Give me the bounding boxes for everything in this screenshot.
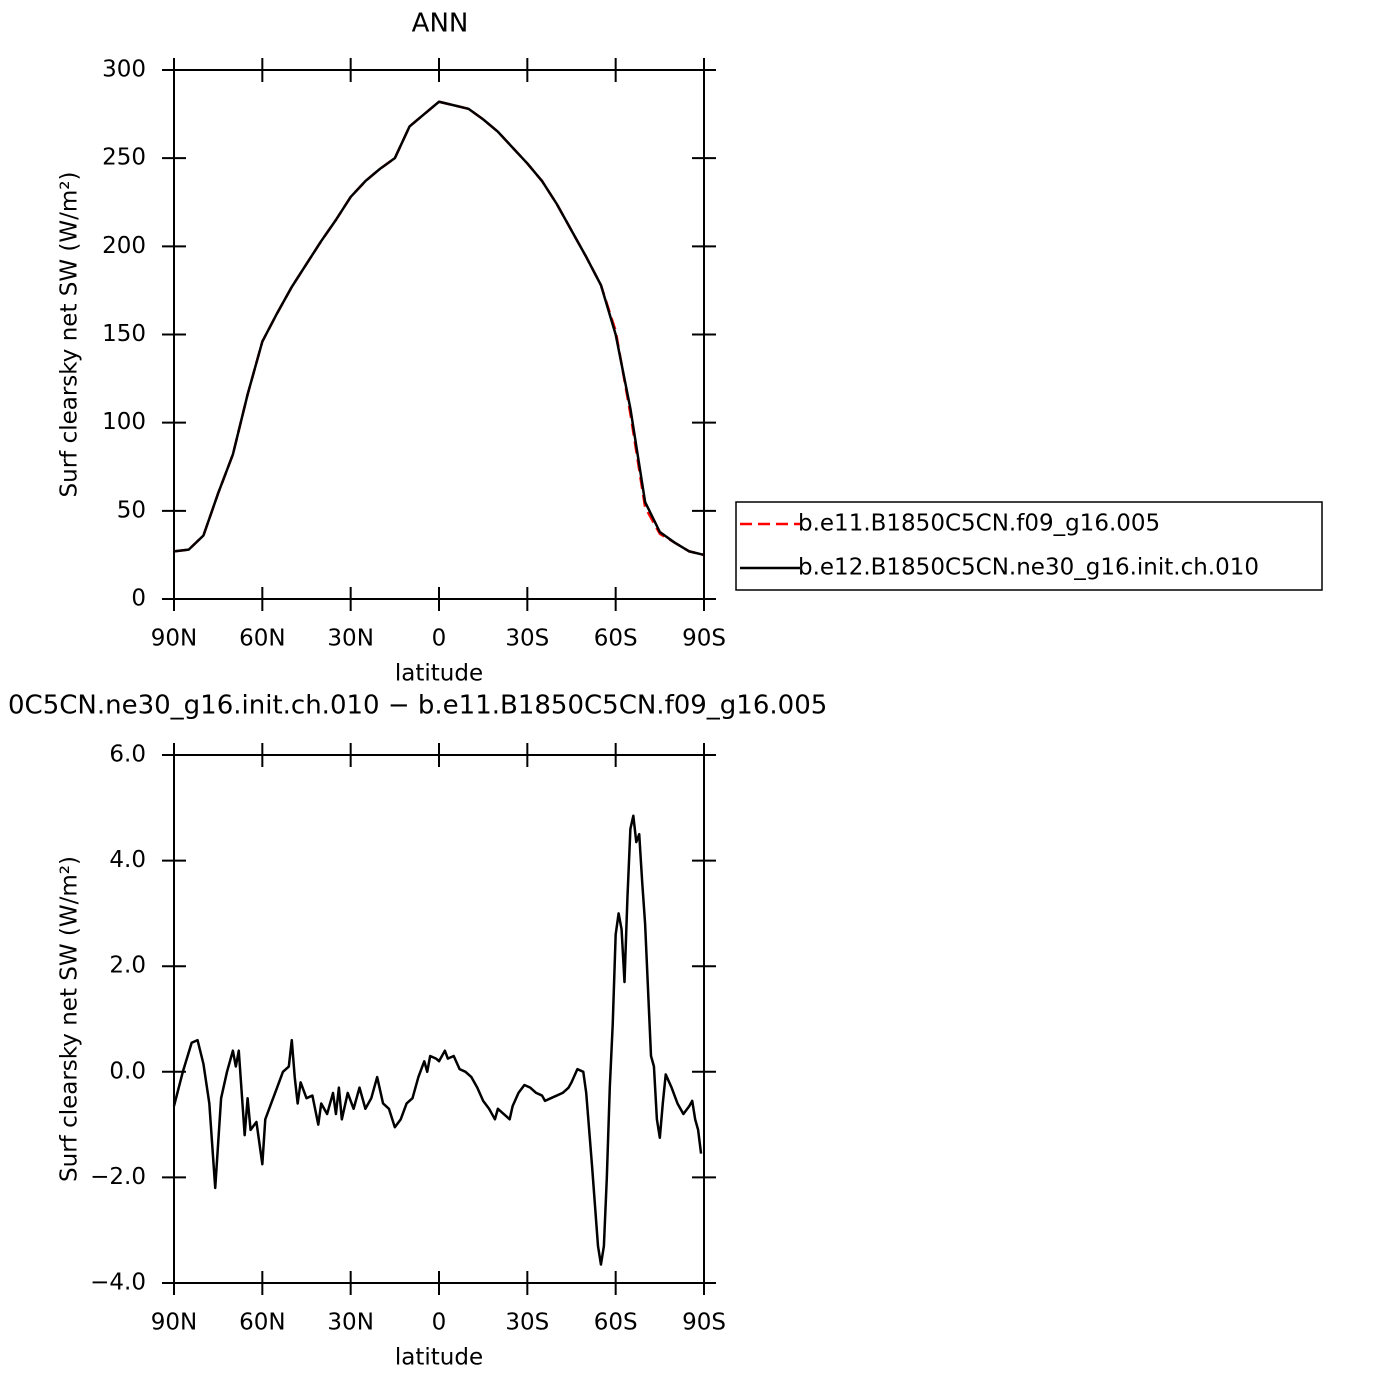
chart-title: ANN [412, 9, 469, 39]
y-tick-label: 0.0 [109, 1058, 146, 1084]
x-tick-label: 30N [327, 1310, 373, 1336]
y-tick-label: 0 [131, 586, 146, 612]
legend-label: b.e11.B1850C5CN.f09_g16.005 [798, 511, 1160, 537]
x-tick-label: 60N [239, 626, 285, 652]
y-tick-label: −2.0 [90, 1164, 146, 1190]
x-tick-label: 60S [594, 1310, 638, 1336]
y-tick-label: 4.0 [109, 847, 146, 873]
x-axis-label: latitude [395, 661, 483, 687]
y-axis-label: Surf clearsky net SW (W/m²) [57, 856, 83, 1182]
x-tick-label: 30S [505, 626, 549, 652]
x-tick-label: 60N [239, 1310, 285, 1336]
data-line [173, 100, 705, 557]
y-tick-label: 50 [117, 497, 146, 523]
y-tick-label: 250 [102, 145, 146, 171]
x-tick-label: 60S [594, 626, 638, 652]
data-line [173, 100, 705, 557]
x-tick-label: 90N [151, 626, 197, 652]
plot-frame [173, 69, 705, 600]
x-tick-label: 90N [151, 1310, 197, 1336]
plot-frame [173, 754, 705, 1284]
x-tick-label: 0 [432, 1310, 447, 1336]
x-tick-label: 0 [432, 626, 447, 652]
x-tick-label: 90S [682, 626, 726, 652]
y-tick-label: 100 [102, 409, 146, 435]
y-tick-label: 150 [102, 321, 146, 347]
y-tick-label: 200 [102, 233, 146, 259]
data-line [172, 814, 703, 1266]
legend-box [735, 501, 1323, 591]
x-tick-label: 90S [682, 1310, 726, 1336]
y-tick-label: 300 [102, 57, 146, 83]
x-tick-label: 30S [505, 1310, 549, 1336]
y-axis-label: Surf clearsky net SW (W/m²) [57, 172, 83, 498]
x-axis-label: latitude [395, 1345, 483, 1371]
y-tick-label: 2.0 [109, 953, 146, 979]
legend-label: b.e12.B1850C5CN.ne30_g16.init.ch.010 [798, 555, 1259, 581]
x-tick-label: 30N [327, 626, 373, 652]
y-tick-label: 6.0 [109, 742, 146, 768]
chart-title: 0C5CN.ne30_g16.init.ch.010 − b.e11.B1850… [8, 691, 827, 721]
y-tick-label: −4.0 [90, 1270, 146, 1296]
